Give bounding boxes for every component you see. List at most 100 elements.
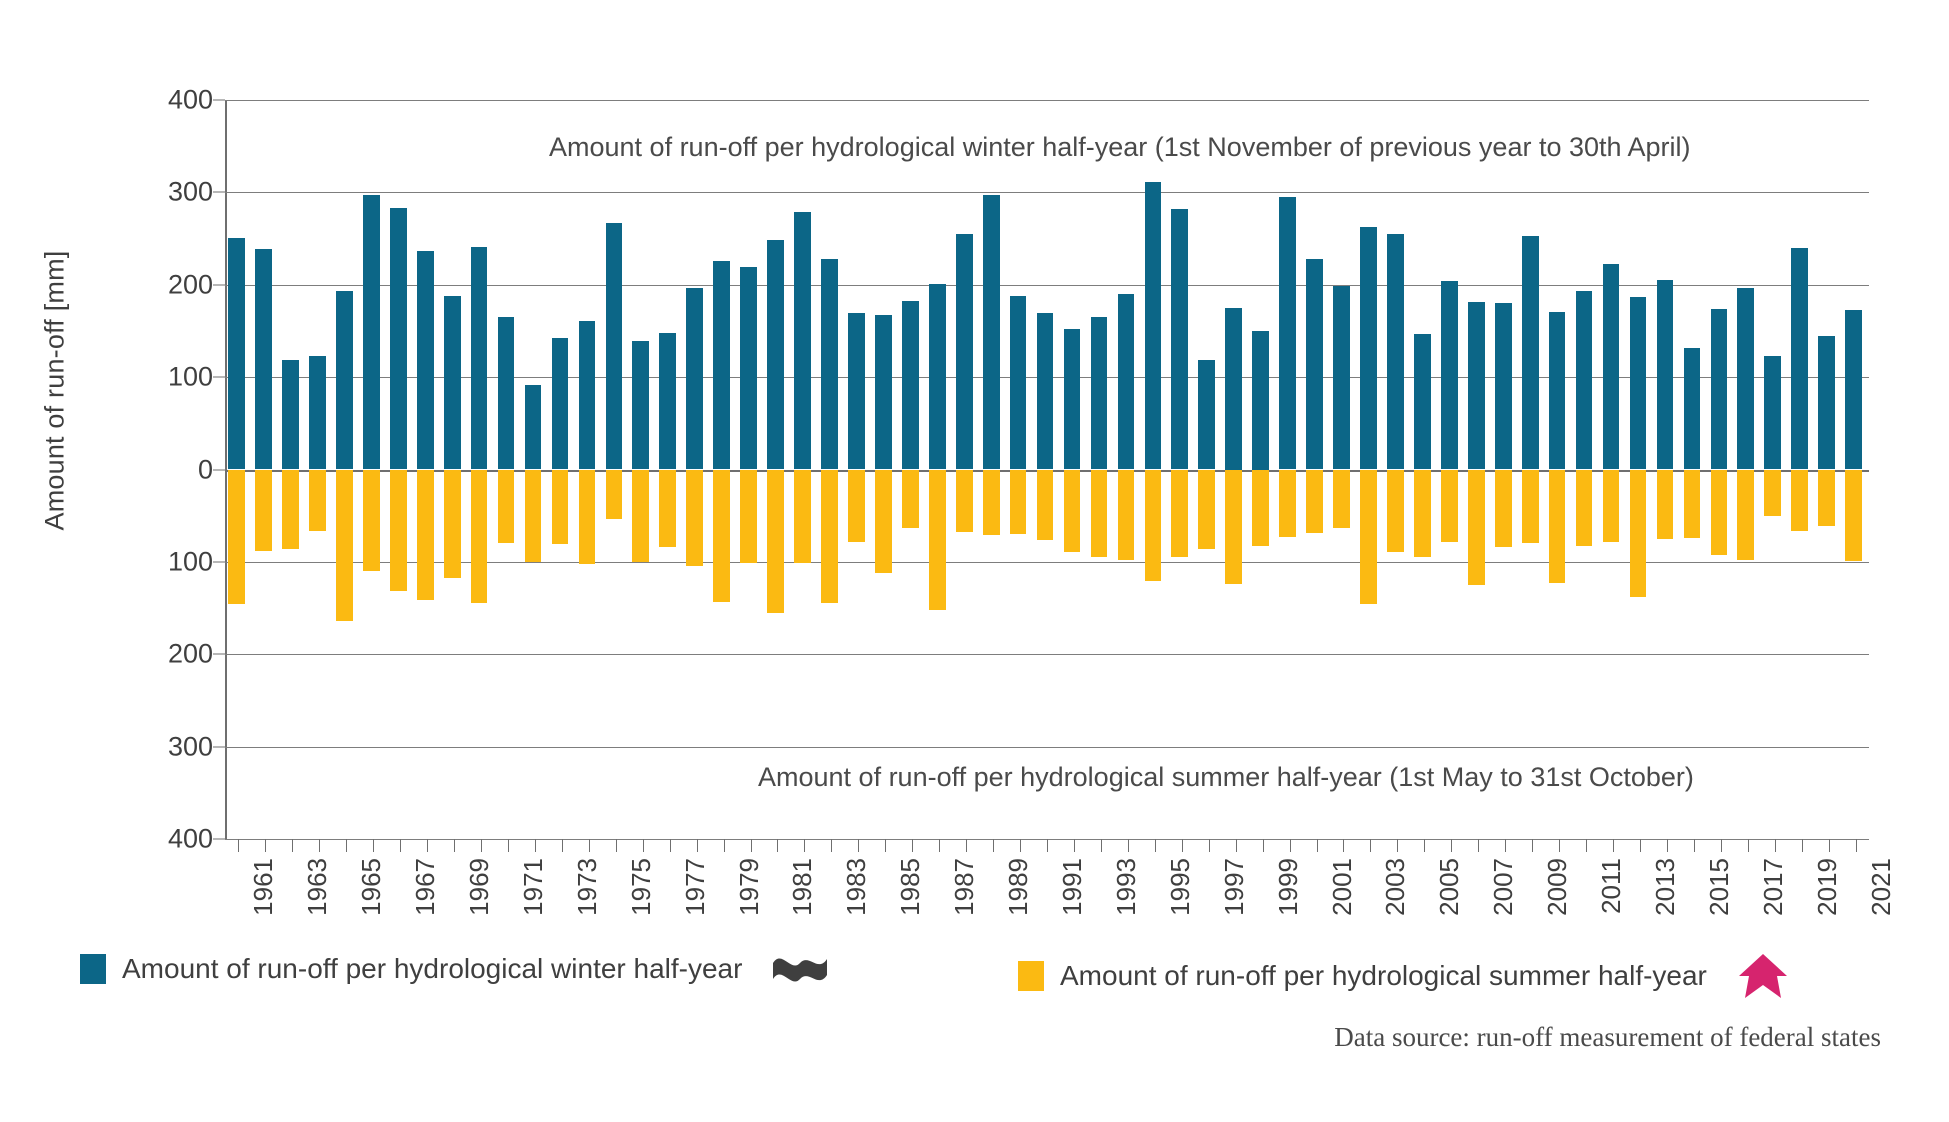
bar-summer[interactable] [228,469,245,605]
bar-group[interactable] [1438,100,1465,839]
bar-group[interactable] [710,100,737,839]
bar-winter[interactable] [1252,330,1270,470]
bar-summer[interactable] [1656,469,1674,539]
bar-summer[interactable] [794,469,811,563]
bar-group[interactable] [872,100,899,839]
bar-summer[interactable] [955,469,973,533]
bar-winter[interactable] [928,283,946,470]
bar-summer[interactable] [1036,469,1054,540]
bar-winter[interactable] [1306,258,1323,470]
bar-winter[interactable] [1225,307,1243,470]
bar-winter[interactable] [713,260,731,470]
bar-group[interactable] [521,100,548,839]
legend-item-winter[interactable]: Amount of run-off per hydrological winte… [80,952,828,986]
bar-group[interactable] [495,100,522,839]
bar-group[interactable] [1060,100,1087,839]
bar-summer[interactable] [362,469,380,572]
bar-summer[interactable] [1090,469,1108,558]
bar-group[interactable] [791,100,818,839]
bar-summer[interactable] [740,469,757,563]
bar-summer[interactable] [1467,469,1485,585]
bar-winter[interactable] [1791,247,1809,470]
bar-winter[interactable] [524,385,542,470]
bar-group[interactable] [441,100,468,839]
bar-summer[interactable] [1279,469,1296,537]
bar-summer[interactable] [1333,469,1350,528]
bar-summer[interactable] [336,469,353,621]
bar-winter[interactable] [1575,291,1593,470]
bar-group[interactable] [1573,100,1600,839]
bar-winter[interactable] [1063,329,1081,470]
bar-group[interactable] [629,100,656,839]
bar-group[interactable] [1761,100,1788,839]
bar-summer[interactable] [1845,469,1862,561]
bar-winter[interactable] [659,332,677,470]
bar-summer[interactable] [443,469,461,578]
bar-summer[interactable] [282,469,299,549]
bar-group[interactable] [387,100,414,839]
bar-group[interactable] [279,100,306,839]
bar-summer[interactable] [389,469,407,591]
bar-winter[interactable] [1117,293,1135,470]
bar-group[interactable] [818,100,845,839]
bar-summer[interactable] [1063,469,1081,552]
bar-winter[interactable] [1548,311,1566,470]
bar-winter[interactable] [1171,209,1189,470]
bar-group[interactable] [1249,100,1276,839]
bar-summer[interactable] [632,469,650,562]
bar-summer[interactable] [416,469,434,600]
bar-winter[interactable] [389,208,407,470]
bar-group[interactable] [1357,100,1384,839]
bar-group[interactable] [1007,100,1034,839]
bar-winter[interactable] [336,291,353,470]
bar-winter[interactable] [1279,196,1296,470]
bar-winter[interactable] [362,195,380,470]
bar-group[interactable] [1195,100,1222,839]
bar-winter[interactable] [282,359,299,470]
bar-group[interactable] [225,100,252,839]
bar-summer[interactable] [551,469,569,545]
bar-summer[interactable] [713,469,731,602]
bar-summer[interactable] [1683,469,1701,538]
bar-summer[interactable] [1360,469,1377,605]
bar-group[interactable] [1680,100,1707,839]
bar-winter[interactable] [686,288,704,470]
bar-group[interactable] [360,100,387,839]
bar-group[interactable] [1815,100,1842,839]
bar-group[interactable] [1788,100,1815,839]
bar-group[interactable] [1734,100,1761,839]
bar-group[interactable] [602,100,629,839]
bar-winter[interactable] [1494,303,1512,470]
bar-winter[interactable] [1360,227,1377,470]
bar-summer[interactable] [1602,469,1620,543]
bar-summer[interactable] [875,469,892,573]
bar-winter[interactable] [416,251,434,470]
bar-winter[interactable] [1845,309,1862,470]
bar-winter[interactable] [1710,308,1728,470]
bar-summer[interactable] [1306,469,1323,534]
bar-summer[interactable] [1737,469,1755,561]
bar-winter[interactable] [1441,281,1458,470]
bar-summer[interactable] [1171,469,1189,558]
bar-group[interactable] [1492,100,1519,839]
bar-winter[interactable] [740,267,757,470]
bar-winter[interactable] [1683,347,1701,470]
bar-winter[interactable] [794,211,811,470]
bar-summer[interactable] [1710,469,1728,556]
bar-summer[interactable] [928,469,946,610]
bar-summer[interactable] [1117,469,1135,561]
bar-winter[interactable] [1090,317,1108,470]
bar-winter[interactable] [1521,235,1539,470]
bar-summer[interactable] [1414,469,1431,558]
bar-summer[interactable] [659,469,677,548]
bar-group[interactable] [1384,100,1411,839]
bar-group[interactable] [1465,100,1492,839]
bar-group[interactable] [468,100,495,839]
bar-winter[interactable] [1467,302,1485,470]
bar-group[interactable] [1842,100,1869,839]
bar-group[interactable] [980,100,1007,839]
bar-group[interactable] [575,100,602,839]
bar-summer[interactable] [982,469,1000,536]
bar-summer[interactable] [309,469,326,532]
bar-group[interactable] [1114,100,1141,839]
